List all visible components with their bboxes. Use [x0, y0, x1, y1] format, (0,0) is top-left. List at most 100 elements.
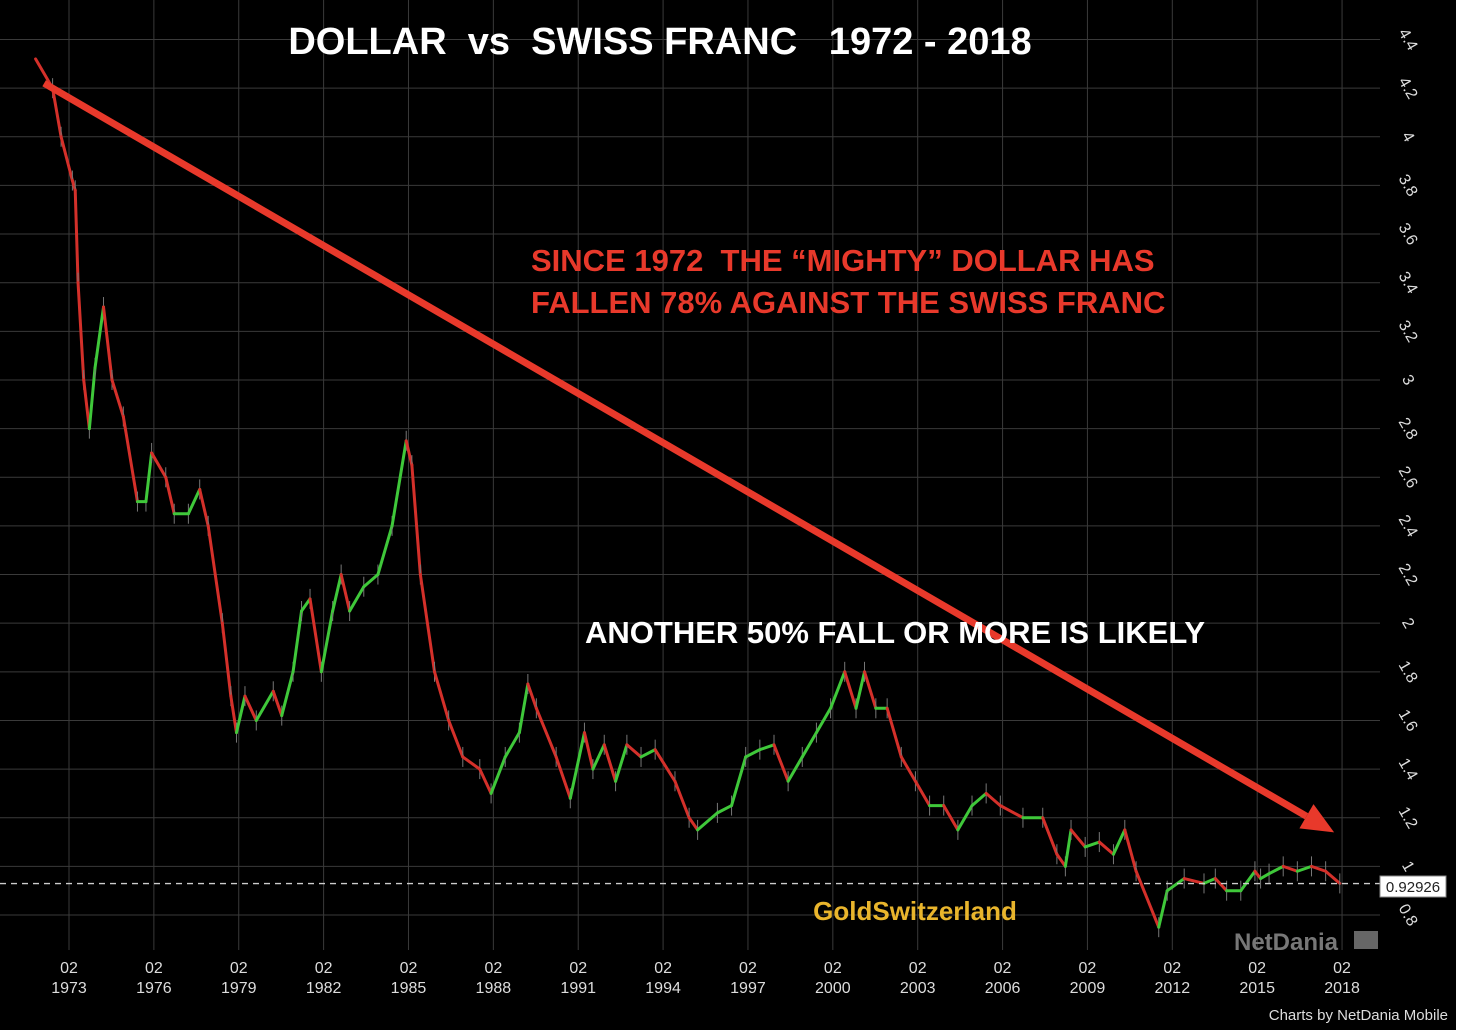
price-segment — [526, 682, 538, 710]
price-segment — [913, 779, 932, 808]
price-segment — [673, 779, 691, 820]
y-tick-label: 0.8 — [1395, 901, 1421, 929]
price-segment — [1063, 828, 1073, 868]
current-value-badge: 0.92926 — [1379, 875, 1447, 898]
y-tick-label: 3 — [1398, 372, 1417, 388]
x-tick-label: 2015 — [1239, 980, 1275, 997]
price-segment — [956, 804, 974, 832]
annotation-white: ANOTHER 50% FALL OR MORE IS LIKELY — [585, 615, 1205, 650]
x-tick-label: 1997 — [730, 980, 766, 997]
price-segment — [687, 816, 700, 832]
x-tick-month: 02 — [145, 960, 163, 977]
x-tick-month: 02 — [1163, 960, 1181, 977]
x-tick-label: 1985 — [391, 980, 427, 997]
price-segment — [568, 731, 586, 800]
y-tick-label: 3.8 — [1395, 172, 1421, 200]
y-tick-label: 2 — [1398, 615, 1417, 631]
x-tick-month: 02 — [994, 960, 1012, 977]
y-tick-label: 4.2 — [1395, 75, 1421, 103]
x-tick-label: 1973 — [51, 980, 87, 997]
price-segment — [998, 804, 1025, 820]
price-segment — [534, 706, 558, 759]
price-segment — [1253, 869, 1263, 881]
chart-credit: Charts by NetDania Mobile — [1269, 1007, 1448, 1024]
trend-arrow — [42, 80, 1335, 833]
y-tick-label: 3.2 — [1395, 318, 1421, 346]
x-tick-label: 2003 — [900, 980, 936, 997]
price-segment — [1295, 864, 1313, 873]
price-segment — [331, 573, 343, 613]
price-segment — [339, 573, 352, 613]
trend-arrow-shaft — [42, 80, 1309, 820]
price-segment — [82, 378, 91, 431]
y-tick-label: 1.6 — [1395, 707, 1421, 735]
price-segment — [73, 188, 80, 285]
price-segment — [206, 524, 224, 625]
price-segment — [87, 366, 97, 431]
price-segment — [234, 694, 247, 735]
x-tick-month: 02 — [1333, 960, 1351, 977]
price-segment — [942, 804, 960, 832]
price-segment — [254, 689, 275, 722]
y-tick-label: 1.8 — [1395, 658, 1421, 686]
price-segment — [625, 743, 643, 759]
x-tick-month: 02 — [315, 960, 333, 977]
price-segment — [1281, 864, 1299, 873]
price-segment — [164, 475, 176, 516]
x-tick-label: 1988 — [476, 980, 512, 997]
price-segment — [843, 670, 858, 710]
price-segment — [51, 86, 63, 139]
x-tick-label: 1994 — [645, 980, 681, 997]
y-tick-label: 4.4 — [1395, 26, 1421, 54]
price-segment — [602, 743, 618, 783]
price-segment — [348, 585, 366, 613]
annotation-red-line1: SINCE 1972 THE “MIGHTY” DOLLAR HAS — [531, 243, 1155, 278]
price-segment — [758, 743, 776, 752]
price-segment — [1097, 840, 1115, 856]
price-segment — [614, 743, 629, 783]
price-segment — [1041, 816, 1059, 856]
price-segment — [198, 487, 210, 528]
price-segment — [730, 755, 748, 808]
price-segment — [1239, 869, 1257, 893]
price-segment — [582, 731, 595, 771]
price-segment — [800, 731, 818, 759]
price-segment — [1267, 864, 1285, 876]
netdania-watermark: NetDania — [1234, 929, 1339, 956]
price-segment — [517, 682, 530, 735]
x-tick-month: 02 — [569, 960, 587, 977]
x-tick-label: 1982 — [306, 980, 342, 997]
price-segment — [1202, 877, 1217, 885]
price-segment — [93, 305, 106, 370]
x-tick-label: 1991 — [560, 980, 596, 997]
price-segment — [1259, 872, 1271, 881]
price-segment — [744, 748, 762, 759]
y-axis: 4.4 4.2 4 3.8 3.6 3.4 3.2 3 2.8 2.6 2.4 2.2 2 1.8 1.6 1… — [1395, 26, 1421, 929]
x-tick-label: 2012 — [1155, 980, 1191, 997]
y-tick-label: 3.6 — [1395, 220, 1421, 248]
chart-title: DOLLAR vs SWISS FRANC 1972 - 2018 — [288, 21, 1031, 63]
price-segment — [76, 281, 86, 382]
y-tick-label: 4 — [1398, 129, 1417, 145]
price-segment — [220, 621, 233, 698]
x-tick-month: 02 — [909, 960, 927, 977]
price-segment — [772, 743, 790, 783]
price-segment — [447, 718, 465, 759]
x-tick-month: 02 — [824, 960, 842, 977]
price-segment — [1309, 864, 1328, 873]
price-segment — [715, 804, 734, 815]
price-segment — [291, 609, 304, 674]
price-segment — [829, 670, 847, 710]
price-segment — [1069, 828, 1087, 849]
price-segment — [591, 743, 606, 771]
price-segment — [814, 706, 833, 735]
price-segment — [229, 694, 238, 735]
price-segment — [1134, 869, 1161, 929]
price-segment — [461, 755, 482, 771]
price-segment — [653, 748, 677, 783]
annotation-red-line2: FALLEN 78% AGAINST THE SWISS FRANC — [531, 285, 1165, 320]
price-segment — [376, 524, 394, 577]
trend-arrow-head — [1299, 804, 1335, 833]
price-segment — [1055, 852, 1067, 868]
